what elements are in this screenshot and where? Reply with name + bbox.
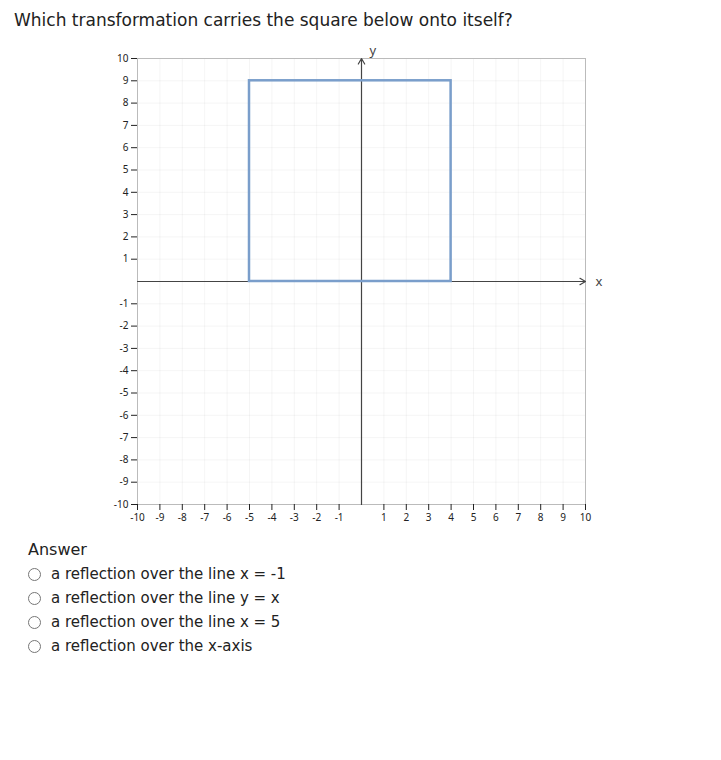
svg-text:6: 6 [493,510,499,524]
svg-text:9: 9 [122,73,128,87]
svg-text:-2: -2 [312,510,321,524]
svg-text:2: 2 [403,510,409,524]
svg-text:-4: -4 [119,363,128,377]
svg-text:-8: -8 [119,452,128,466]
svg-text:6: 6 [122,140,128,154]
svg-text:9: 9 [560,510,566,524]
svg-text:-9: -9 [155,510,164,524]
svg-text:-1: -1 [334,510,343,524]
svg-text:4: 4 [448,510,454,524]
svg-text:10: 10 [579,510,591,524]
svg-text:8: 8 [537,510,543,524]
svg-text:2: 2 [122,229,128,243]
svg-text:5: 5 [122,162,128,176]
svg-text:8: 8 [122,95,128,109]
svg-text:-3: -3 [289,510,298,524]
svg-text:-1: -1 [119,296,128,310]
svg-text:-4: -4 [267,510,276,524]
html-text:Which transformation carries t: Which transformation carries the square … [14,10,513,30]
svg-text:-6: -6 [222,510,231,524]
svg-text:7: 7 [122,118,128,132]
svg-text:-10: -10 [113,497,128,511]
html-text:a reflection over the line x =: a reflection over the line x = -1 [51,565,286,583]
svg-text:x: x [595,272,602,290]
html-text:Answer: Answer [28,540,87,559]
svg-text:3: 3 [122,207,128,221]
svg-text:5: 5 [470,510,476,524]
svg-text:-9: -9 [119,474,128,488]
svg-text:-10: -10 [130,510,145,524]
svg-text:1: 1 [122,251,128,265]
svg-text:4: 4 [122,185,128,199]
svg-text:-5: -5 [119,385,128,399]
html-text:a reflection over the line y =: a reflection over the line y = x [51,589,280,607]
svg-text:-8: -8 [177,510,186,524]
svg-text:-5: -5 [245,510,254,524]
svg-text:-3: -3 [119,341,128,355]
html-text:a reflection over the line x =: a reflection over the line x = 5 [51,613,281,631]
svg-text:-7: -7 [119,430,128,444]
svg-text:-7: -7 [200,510,209,524]
svg-text:10: 10 [117,51,129,65]
svg-text:-2: -2 [119,318,128,332]
svg-text:-6: -6 [119,408,128,422]
svg-text:3: 3 [425,510,431,524]
svg-text:y: y [369,41,376,59]
html-text:a reflection over the x-axis: a reflection over the x-axis [51,637,253,655]
svg-text:1: 1 [381,510,387,524]
svg-text:7: 7 [515,510,521,524]
